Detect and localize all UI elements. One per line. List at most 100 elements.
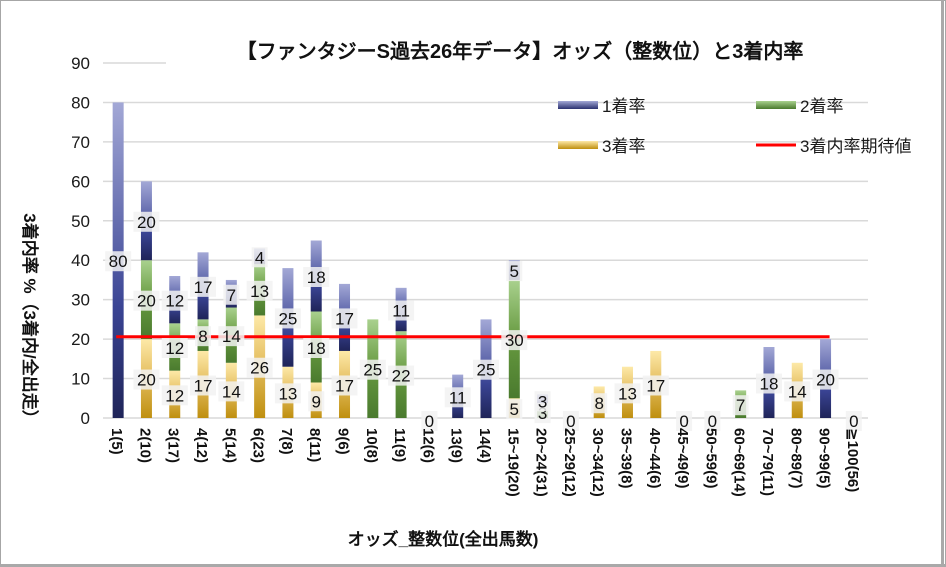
x-tick-label: 40~44(6) [646, 428, 663, 488]
frame-shadow-bottom [0, 564, 946, 567]
data-label-bg [704, 411, 721, 431]
data-label-bg [161, 338, 188, 358]
data-label: 20 [137, 371, 156, 390]
legend-swatch-2 [756, 101, 796, 109]
data-label-bg [195, 326, 212, 347]
x-tick-label: 60~69(14) [731, 428, 748, 497]
y-tick-label: 50 [71, 212, 90, 231]
data-label: 5 [510, 400, 519, 419]
y-tick-label: 40 [71, 251, 90, 270]
data-label-bg [444, 387, 471, 408]
data-label-bg [732, 395, 749, 416]
data-label-bg [562, 411, 579, 431]
x-tick-label: 50~59(9) [702, 428, 719, 488]
legend: 1着率 2着率 3着率 3着内率期待値 [558, 97, 911, 156]
data-label: 0 [849, 412, 858, 431]
data-label-bg [105, 251, 132, 272]
data-label: 0 [425, 412, 434, 431]
data-label-bg [812, 369, 839, 390]
data-label: 17 [194, 278, 213, 297]
x-tick-label: 12(6) [419, 428, 436, 463]
data-label-bg [251, 247, 268, 268]
data-label-bg [331, 308, 358, 329]
data-label: 9 [311, 392, 320, 411]
legend-label-2: 2着率 [800, 97, 843, 116]
x-tick-label: 6(23) [250, 428, 267, 463]
data-label-bg [133, 290, 160, 311]
y-tick-label: 30 [71, 291, 90, 310]
x-tick-label: 90~99(5) [816, 428, 833, 488]
data-label-bg [784, 381, 811, 402]
y-tick-label: 90 [71, 54, 90, 73]
x-tick-label: 80~89(7) [787, 428, 804, 488]
frame-shadow-right [941, 0, 944, 567]
data-label: 17 [646, 376, 665, 395]
data-label-bg [421, 411, 438, 431]
data-label-bg [359, 359, 386, 380]
data-label: 17 [194, 376, 213, 395]
data-label-bg [845, 411, 862, 431]
data-label-bg [388, 365, 415, 386]
data-label-bg [388, 300, 415, 321]
data-label-bg [303, 338, 330, 358]
data-label: 30 [505, 331, 524, 350]
x-axis-label: オッズ_整数位(全出馬数) [348, 529, 539, 549]
data-label-bg [473, 359, 499, 380]
x-tick-label: ≧100(56) [844, 428, 861, 492]
data-label-bg [133, 369, 160, 390]
x-tick-label: 45~49(9) [674, 428, 691, 488]
x-tick-label: 13(9) [448, 428, 465, 463]
legend-swatch-1 [558, 101, 598, 109]
y-tick-label: 0 [81, 409, 90, 428]
data-label: 18 [760, 375, 779, 394]
data-label-bg [223, 284, 240, 305]
data-label-bg [755, 373, 782, 394]
y-axis-label: 3着内率 %（3着内/全出走） [20, 213, 40, 426]
x-tick-label: 14(4) [476, 428, 493, 463]
x-tick-label: 70~79(11) [759, 428, 776, 496]
data-label: 8 [198, 327, 207, 346]
x-tick-label: 25~29(12) [561, 428, 578, 497]
data-label: 14 [788, 382, 807, 401]
data-label: 20 [137, 213, 156, 232]
data-label: 11 [392, 302, 410, 321]
data-label: 26 [250, 359, 269, 378]
data-label: 7 [227, 286, 236, 305]
data-label: 8 [594, 394, 603, 413]
data-label: 80 [109, 252, 128, 271]
legend-label-3: 3着率 [602, 137, 645, 156]
data-label-bg [534, 391, 551, 412]
data-label: 7 [736, 396, 745, 415]
x-tick-label: 3(17) [165, 428, 182, 463]
legend-swatch-3 [558, 141, 598, 149]
data-label-bg [303, 267, 330, 287]
data-label: 0 [566, 412, 575, 431]
data-label: 17 [335, 309, 354, 328]
data-label: 3 [538, 392, 547, 411]
data-label: 18 [307, 268, 326, 287]
data-label: 25 [278, 309, 297, 328]
data-label-bg [506, 399, 523, 420]
x-tick-label: 35~39(8) [617, 428, 634, 488]
data-label-bg [133, 211, 160, 232]
x-tick-label: 2(10) [136, 428, 153, 463]
y-tick-label: 70 [71, 133, 90, 152]
data-label-bg [246, 357, 273, 378]
data-label: 13 [250, 282, 269, 301]
x-tick-label: 1(5) [108, 428, 125, 455]
x-axis-ticks: 1(5) 2(10) 3(17) 4(12) 5(14) 6(23) 7(8) 8(11) 9(… [108, 428, 861, 497]
data-label: 13 [278, 384, 297, 403]
data-label-bg [274, 383, 301, 404]
x-tick-label: 15~19(20) [504, 428, 521, 497]
y-axis-ticks: 0 10 20 30 40 50 60 70 80 90 [71, 54, 90, 428]
y-tick-label: 10 [71, 370, 90, 389]
x-tick-label: 8(11) [306, 428, 323, 462]
data-label: 22 [392, 367, 411, 386]
data-label-bg [274, 308, 301, 329]
x-tick-label: 10(8) [363, 428, 380, 463]
data-label-bg [218, 381, 245, 402]
data-label-bg [642, 375, 669, 396]
data-label: 18 [307, 339, 326, 358]
data-label: 14 [222, 382, 241, 401]
